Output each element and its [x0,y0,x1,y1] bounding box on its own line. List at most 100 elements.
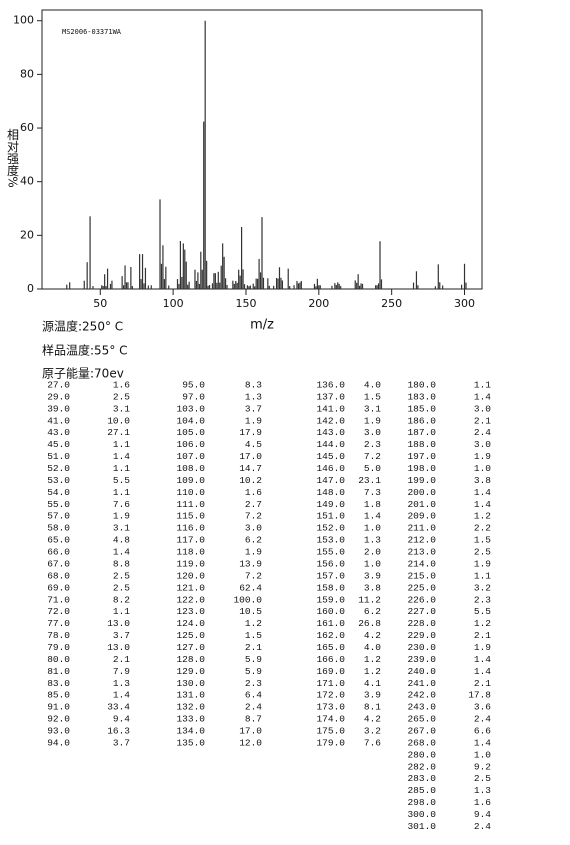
x-tick-label: 250 [381,297,402,310]
mz-cell: 166.0 [316,654,345,665]
mz-cell: 141.0 [316,403,345,414]
mz-cell: 198.0 [407,463,436,474]
intensity-cell: 2.1 [474,630,491,641]
mz-cell: 124.0 [176,618,205,629]
mz-cell: 214.0 [407,558,436,569]
intensity-cell: 1.3 [364,535,381,546]
mz-cell: 268.0 [407,737,436,748]
intensity-cell: 1.4 [474,654,491,665]
intensity-cell: 4.2 [364,630,381,641]
mz-cell: 161.0 [316,618,345,629]
mz-cell: 212.0 [407,535,436,546]
intensity-cell: 3.8 [364,582,381,593]
intensity-cell: 1.5 [245,630,262,641]
mz-cell: 200.0 [407,487,436,498]
mz-cell: 77.0 [47,618,70,629]
intensity-cell: 23.1 [358,475,381,486]
intensity-cell: 3.1 [113,403,130,414]
intensity-cell: 2.5 [474,773,491,784]
intensity-cell: 13.0 [107,642,130,653]
mz-cell: 300.0 [407,809,436,820]
intensity-cell: 4.0 [364,380,381,391]
intensity-cell: 1.1 [474,570,491,581]
mz-cell: 155.0 [316,547,345,558]
intensity-cell: 1.5 [364,391,381,402]
intensity-cell: 1.2 [245,618,262,629]
intensity-cell: 17.0 [239,451,262,462]
intensity-cell: 2.5 [113,582,130,593]
intensity-cell: 1.3 [474,785,491,796]
intensity-cell: 1.4 [113,451,130,462]
intensity-cell: 3.6 [474,702,491,713]
y-tick-label: 0 [27,282,34,295]
mz-cell: 97.0 [182,391,205,402]
mz-cell: 280.0 [407,749,436,760]
mz-cell: 93.0 [47,725,70,736]
mz-cell: 69.0 [47,582,70,593]
intensity-cell: 3.8 [474,475,491,486]
intensity-cell: 2.3 [474,594,491,605]
mz-cell: 43.0 [47,427,70,438]
intensity-cell: 5.9 [245,654,262,665]
intensity-cell: 3.7 [113,737,130,748]
mz-cell: 111.0 [176,499,205,510]
mz-cell: 134.0 [176,725,205,736]
intensity-cell: 6.2 [364,606,381,617]
y-tick-label: 80 [20,67,34,80]
intensity-cell: 1.9 [474,558,491,569]
intensity-cell: 13.0 [107,618,130,629]
mz-cell: 180.0 [407,380,436,391]
mz-cell: 215.0 [407,570,436,581]
intensity-cell: 1.3 [245,391,262,402]
mz-cell: 172.0 [316,690,345,701]
mz-cell: 105.0 [176,427,205,438]
mz-cell: 185.0 [407,403,436,414]
mz-cell: 165.0 [316,642,345,653]
condition: 原子能量:70ev [42,367,124,381]
intensity-cell: 7.2 [364,451,381,462]
intensity-cell: 3.7 [113,630,130,641]
intensity-cell: 9.2 [474,761,491,772]
intensity-cell: 8.2 [113,594,130,605]
mz-cell: 45.0 [47,439,70,450]
mz-cell: 107.0 [176,451,205,462]
intensity-cell: 1.9 [245,415,262,426]
mz-cell: 95.0 [182,380,205,391]
intensity-cell: 3.2 [474,582,491,593]
intensity-cell: 4.0 [364,642,381,653]
mz-cell: 146.0 [316,463,345,474]
intensity-cell: 7.3 [364,487,381,498]
intensity-cell: 1.1 [113,606,130,617]
mz-cell: 109.0 [176,475,205,486]
intensity-cell: 1.6 [474,797,491,808]
intensity-cell: 1.4 [113,690,130,701]
intensity-cell: 1.4 [474,499,491,510]
intensity-cell: 1.0 [474,463,491,474]
intensity-cell: 8.3 [245,380,262,391]
mz-cell: 94.0 [47,737,70,748]
condition: 源温度:250° C [42,319,123,334]
intensity-cell: 27.1 [107,427,130,438]
mz-cell: 51.0 [47,451,70,462]
mz-cell: 132.0 [176,702,205,713]
mz-cell: 239.0 [407,654,436,665]
mz-cell: 83.0 [47,678,70,689]
intensity-cell: 4.5 [245,439,262,450]
intensity-cell: 5.0 [364,463,381,474]
intensity-cell: 3.9 [364,690,381,701]
mz-cell: 282.0 [407,761,436,772]
intensity-cell: 1.3 [113,678,130,689]
mz-cell: 213.0 [407,547,436,558]
mz-cell: 298.0 [407,797,436,808]
mz-cell: 197.0 [407,451,436,462]
intensity-cell: 1.6 [113,380,130,391]
intensity-cell: 2.1 [245,642,262,653]
mz-cell: 92.0 [47,714,70,725]
intensity-cell: 9.4 [474,809,491,820]
mz-cell: 55.0 [47,499,70,510]
intensity-cell: 1.4 [113,547,130,558]
mz-cell: 108.0 [176,463,205,474]
mz-cell: 229.0 [407,630,436,641]
x-tick-label: 300 [454,297,475,310]
intensity-cell: 2.4 [474,427,491,438]
